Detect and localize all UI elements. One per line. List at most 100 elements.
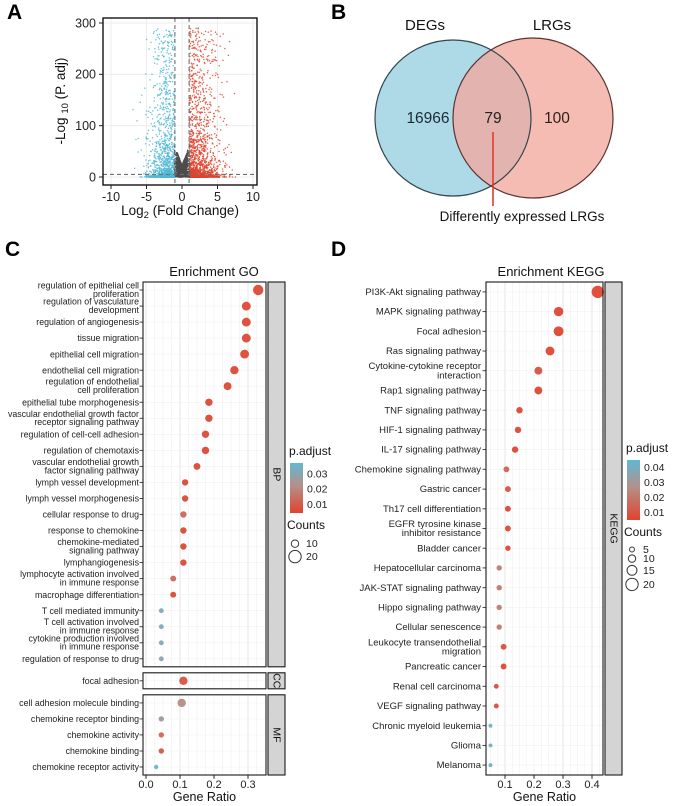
go-dot bbox=[158, 640, 164, 646]
kegg-row-label: EGFR tyrosine kinase bbox=[389, 519, 481, 530]
kegg-legend-padjust-title: p.adjust bbox=[626, 441, 669, 455]
kegg-dot bbox=[534, 386, 543, 395]
kegg-grid bbox=[486, 282, 603, 775]
go-dot bbox=[180, 527, 187, 534]
go-frame bbox=[142, 672, 267, 690]
go-dot bbox=[158, 608, 164, 614]
volcano-x-tick-label: -5 bbox=[141, 190, 152, 204]
venn-panel: DEGs LRGs 16966 79 100 Differently expressed … bbox=[374, 17, 614, 224]
go-row-label: macrophage differentiation bbox=[35, 590, 139, 600]
kegg-legend-count-tick: 20 bbox=[643, 579, 655, 591]
kegg-row-label: Chemokine signaling pathway bbox=[355, 464, 481, 475]
kegg-dot bbox=[500, 663, 507, 670]
go-row-label: in immune response bbox=[60, 578, 139, 588]
go-dot bbox=[240, 349, 250, 359]
kegg-dot bbox=[534, 366, 543, 375]
kegg-row-label: HIF-1 signaling pathway bbox=[379, 425, 481, 436]
volcano-x-tick-label: -10 bbox=[102, 190, 120, 204]
kegg-row-label: Bladder cancer bbox=[417, 543, 481, 554]
go-dot bbox=[158, 748, 164, 754]
kegg-x-axis: 0.1 0.2 0.3 0.4 Gene Ratio bbox=[497, 775, 600, 804]
kegg-dot bbox=[553, 306, 564, 317]
go-dot bbox=[180, 511, 187, 518]
volcano-y-tick-label: 100 bbox=[75, 119, 96, 133]
volcano-grid bbox=[103, 18, 257, 185]
go-dot bbox=[158, 656, 164, 662]
kegg-legend-gradient bbox=[627, 460, 640, 520]
volcano-threshold-lines bbox=[103, 18, 257, 185]
kegg-row-label: Renal cell carcinoma bbox=[393, 681, 482, 692]
go-panel: Enrichment GO regulation of epithelial ce… bbox=[8, 264, 332, 804]
kegg-dot bbox=[496, 565, 502, 571]
go-dot bbox=[158, 716, 164, 722]
go-row-label: chemokine receptor activity bbox=[32, 762, 139, 772]
venn-left-count: 16966 bbox=[406, 110, 449, 127]
go-row-label: regulation of response to drug bbox=[22, 654, 139, 664]
go-row-label: lymph vessel development bbox=[35, 478, 139, 488]
go-row-label: regulation of angiogenesis bbox=[36, 317, 139, 327]
kegg-dot bbox=[505, 545, 511, 551]
kegg-row-label: IL-17 signaling pathway bbox=[381, 445, 481, 456]
go-strip bbox=[267, 694, 286, 776]
go-row-label: chemokine activity bbox=[67, 730, 139, 740]
go-row-label: chemokine-mediated bbox=[57, 537, 139, 547]
kegg-row-label: interaction bbox=[437, 370, 481, 381]
volcano-points-not-significant bbox=[173, 144, 191, 178]
go-row-label: cellular response to drug bbox=[43, 510, 139, 520]
kegg-dot bbox=[504, 505, 511, 512]
go-row-label: lymphocyte activation involved bbox=[20, 569, 139, 579]
go-grid bbox=[143, 672, 266, 689]
go-dot bbox=[158, 732, 164, 738]
go-row-label: factor signaling pathway bbox=[45, 465, 140, 475]
kegg-legend-padjust-tick: 0.03 bbox=[644, 477, 665, 489]
go-row-label: epithelial cell migration bbox=[50, 349, 139, 359]
go-row-label: T cell activation involved bbox=[44, 617, 139, 627]
kegg-dot bbox=[504, 525, 511, 532]
volcano-points bbox=[132, 27, 237, 178]
kegg-legend-count-circle bbox=[629, 546, 635, 553]
go-legend-padjust-tick: 0.01 bbox=[307, 499, 328, 511]
go-row-label: lymphangiogenesis bbox=[64, 558, 140, 568]
go-grid bbox=[143, 694, 266, 775]
go-legend-count-tick: 10 bbox=[306, 538, 318, 550]
go-row-label: epithelial tube morphogenesis bbox=[22, 397, 139, 407]
go-legend-count-tick: 20 bbox=[306, 551, 318, 563]
kegg-row-label: Gastric cancer bbox=[420, 484, 481, 495]
go-frame bbox=[142, 694, 267, 776]
go-row-label: vascular endothelial growth factor bbox=[8, 409, 139, 419]
kegg-legend-count-tick: 15 bbox=[643, 565, 655, 577]
go-row-label: regulation of vasculature bbox=[43, 297, 139, 307]
go-dot bbox=[223, 382, 232, 391]
go-row-label: chemokine receptor binding bbox=[31, 714, 139, 724]
go-strip bbox=[267, 281, 286, 668]
kegg-row-label: VEGF signaling pathway bbox=[377, 701, 481, 712]
go-row-label: regulation of chemotaxis bbox=[44, 445, 140, 455]
go-dot bbox=[205, 398, 213, 406]
kegg-dot bbox=[503, 466, 510, 473]
kegg-x-axis-title: Gene Ratio bbox=[513, 790, 576, 804]
kegg-x-tick-label: 0.1 bbox=[497, 779, 512, 791]
kegg-row-label: inhibitor resistance bbox=[402, 528, 481, 539]
go-title: Enrichment GO bbox=[169, 264, 259, 279]
go-dot bbox=[181, 479, 189, 486]
go-strip-label: MF bbox=[271, 727, 283, 742]
volcano-axis-ticks bbox=[99, 22, 254, 189]
go-row-label: T cell mediated immunity bbox=[42, 606, 140, 616]
go-dot bbox=[170, 575, 177, 582]
kegg-row-label: Cellular senescence bbox=[395, 622, 481, 633]
kegg-dot bbox=[493, 703, 499, 709]
go-facet-MF: cell adhesion molecule binding chemokine … bbox=[19, 694, 286, 776]
volcano-x-tick-label: 5 bbox=[214, 190, 221, 204]
go-row-label: response to chemokine bbox=[48, 526, 139, 536]
go-row-label: regulation of cell-cell adhesion bbox=[21, 429, 139, 439]
go-legend-padjust-title: p.adjust bbox=[289, 444, 332, 458]
go-dot bbox=[179, 676, 188, 685]
go-row-label: proliferation bbox=[93, 289, 139, 299]
kegg-x-tick-label: 0.4 bbox=[584, 779, 599, 791]
go-row-label: in immune response bbox=[60, 642, 139, 652]
kegg-row-label: Focal adhesion bbox=[417, 326, 481, 337]
